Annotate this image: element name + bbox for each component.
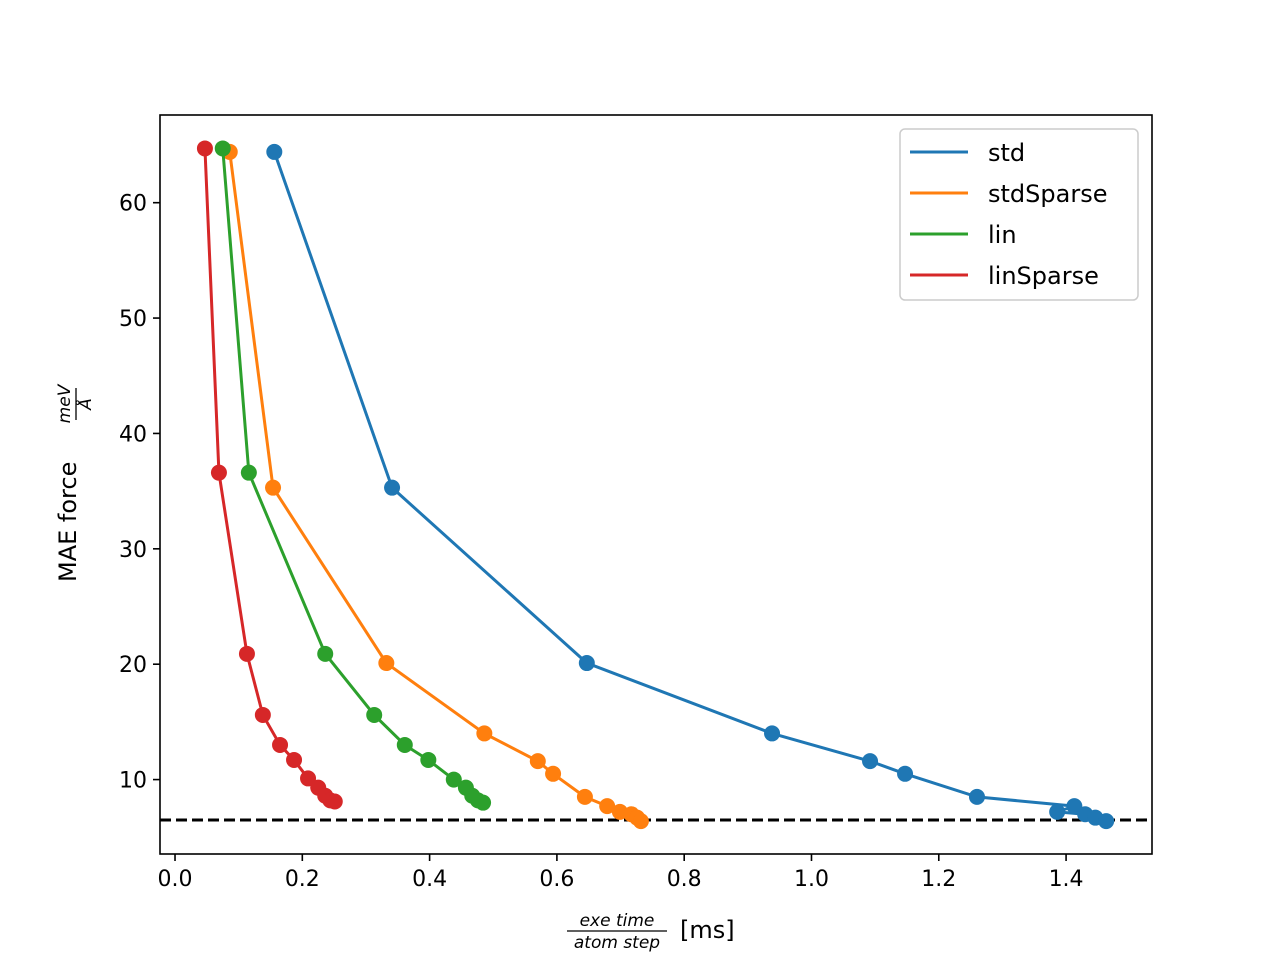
x-label-denominator: atom step [574, 933, 660, 953]
data-point-linSparse [300, 770, 317, 787]
data-point-stdSparse [378, 655, 395, 672]
data-point-linSparse [272, 736, 289, 753]
data-point-std [897, 765, 914, 782]
data-point-std [968, 788, 985, 805]
legend-label-lin: lin [988, 221, 1017, 249]
x-label-unit: [ms] [680, 916, 735, 944]
data-point-linSparse [254, 706, 271, 723]
data-point-stdSparse [265, 479, 282, 496]
data-point-lin [240, 464, 257, 481]
x-tick-label: 0.8 [667, 867, 702, 892]
data-point-lin [317, 645, 334, 662]
x-tick-label: 0.0 [158, 867, 193, 892]
data-point-std [862, 753, 879, 770]
data-point-stdSparse [476, 725, 493, 742]
data-point-std [1098, 813, 1115, 830]
x-tick-label: 0.6 [539, 867, 574, 892]
data-point-stdSparse [599, 798, 616, 815]
x-tick-label: 1.4 [1049, 867, 1084, 892]
data-point-linSparse [286, 751, 303, 768]
data-point-lin [420, 751, 437, 768]
y-tick-label: 40 [119, 422, 147, 447]
data-point-stdSparse [545, 765, 562, 782]
legend: std stdSparse lin linSparse [899, 128, 1139, 301]
data-point-linSparse [238, 645, 255, 662]
data-point-lin [445, 771, 462, 788]
data-point-lin [475, 794, 492, 811]
data-point-linSparse [196, 140, 213, 157]
plot-area [160, 140, 1152, 830]
legend-box [899, 128, 1139, 301]
x-tick-label: 1.2 [921, 867, 956, 892]
y-tick-label: 50 [119, 307, 147, 332]
axes-frame [159, 114, 1153, 855]
y-tick-label: 20 [119, 653, 147, 678]
data-point-stdSparse [632, 813, 649, 830]
y-label-text: MAE force [54, 462, 82, 582]
data-point-std [266, 143, 283, 160]
data-point-std [384, 479, 401, 496]
legend-label-stdSparse: stdSparse [988, 180, 1107, 208]
data-point-linSparse [210, 464, 227, 481]
x-tick-label: 1.0 [794, 867, 829, 892]
data-point-lin [396, 736, 413, 753]
x-axis-label: exe time atom step [ms] [567, 911, 735, 953]
legend-label-linSparse: linSparse [988, 262, 1099, 290]
data-point-lin [366, 706, 383, 723]
legend-label-std: std [988, 139, 1025, 167]
data-point-std [578, 655, 595, 672]
y-tick-label: 30 [119, 538, 147, 563]
data-point-lin [214, 140, 231, 157]
data-point-linSparse [326, 793, 343, 810]
data-point-std [764, 725, 781, 742]
data-point-stdSparse [576, 788, 593, 805]
y-label-numerator: meV [55, 383, 75, 423]
y-tick-label: 10 [119, 769, 147, 794]
y-label-denominator: Å [74, 398, 96, 411]
data-point-std [1049, 803, 1066, 820]
data-point-stdSparse [529, 753, 546, 770]
x-tick-label: 0.2 [285, 867, 320, 892]
x-label-numerator: exe time [580, 911, 655, 931]
y-tick-label: 60 [119, 192, 147, 217]
axes: 0.0 0.2 0.4 0.6 0.8 1.0 1.2 1.4 10 20 30 40 50 60 [119, 114, 1153, 892]
y-axis-label: MAE force meV Å [54, 383, 96, 582]
x-tick-label: 0.4 [412, 867, 447, 892]
